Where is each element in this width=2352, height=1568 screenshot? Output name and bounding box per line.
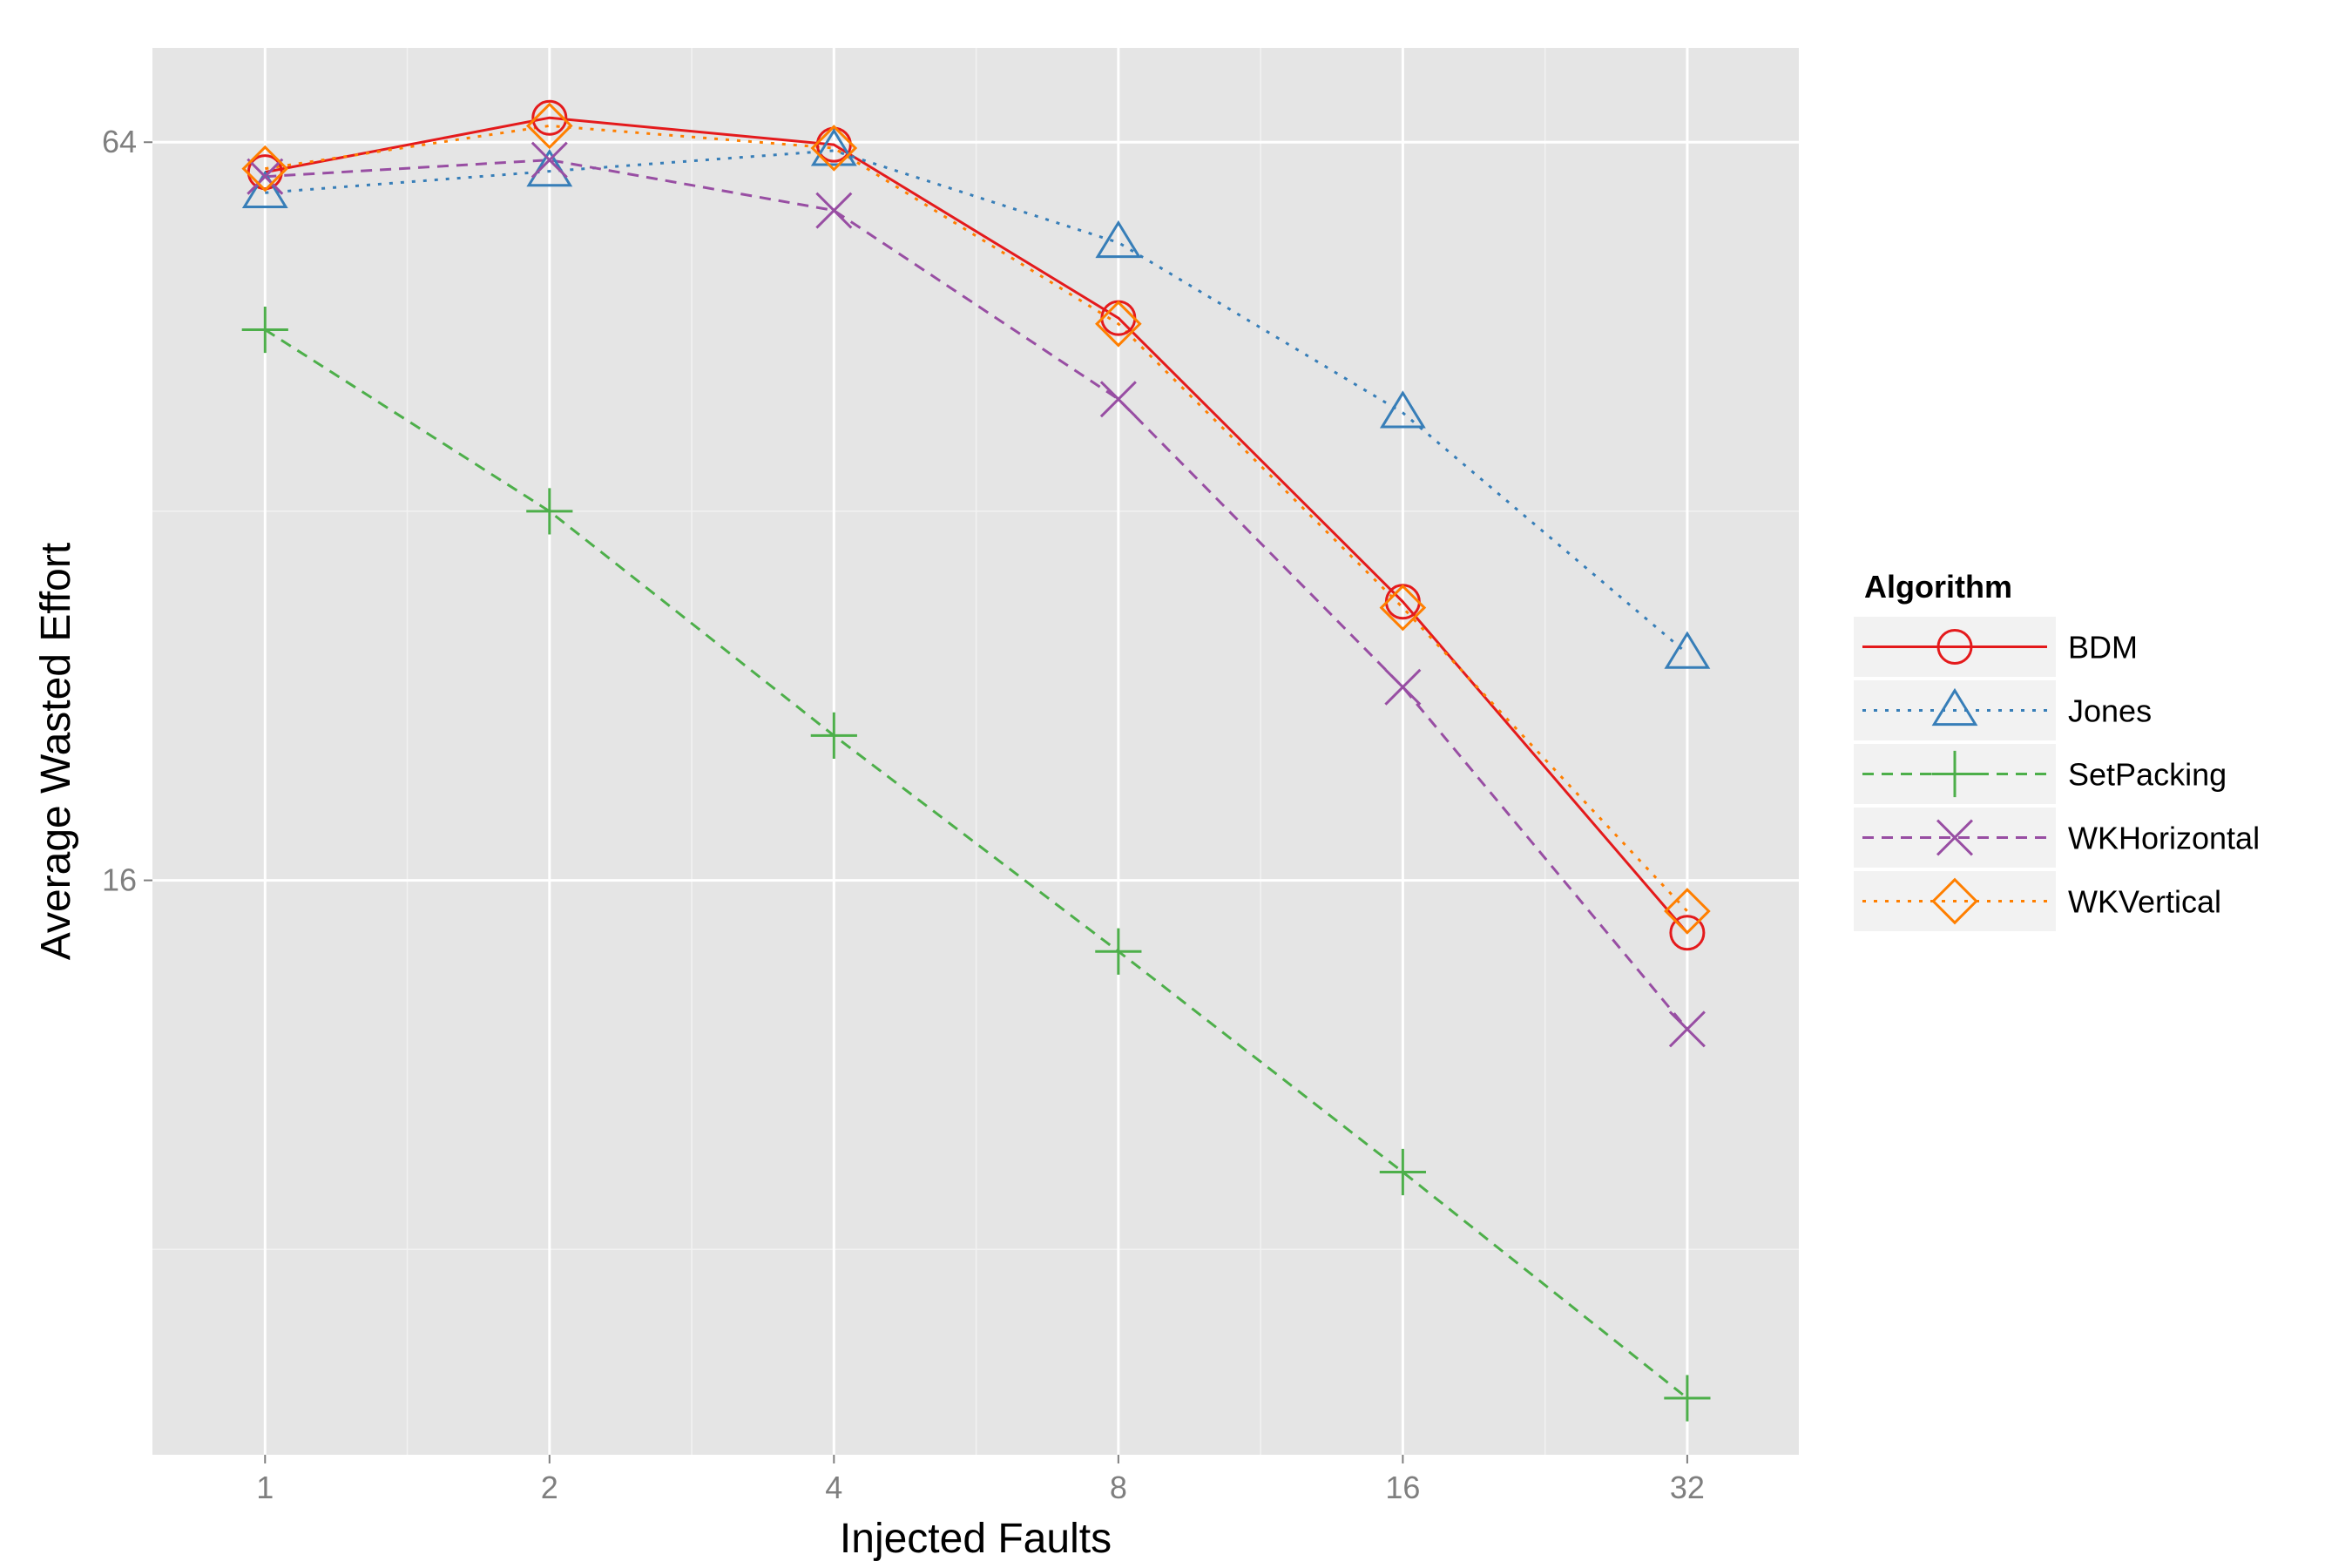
series-points <box>241 99 1711 1422</box>
data-point-jones <box>1664 631 1711 669</box>
data-point-jones <box>1379 390 1426 429</box>
data-point-wkhorizontal <box>247 158 284 195</box>
data-point-jones <box>526 148 573 187</box>
legend: Algorithm BDM Jones SetPacking WKHorizontal… <box>1854 569 2260 931</box>
legend-label: SetPacking <box>2068 757 2227 793</box>
y-tick-label: 64 <box>102 124 137 159</box>
legend-label: WKVertical <box>2068 884 2221 920</box>
data-point-wkvertical <box>1095 300 1142 348</box>
data-point-jones <box>241 170 288 208</box>
data-point-wkhorizontal <box>815 192 853 229</box>
legend-key-marker <box>1931 877 1978 925</box>
data-point-setpacking <box>241 306 288 354</box>
legend-key-marker <box>1936 629 1973 665</box>
minor-gridlines <box>152 48 1799 1455</box>
data-point-bdm <box>1669 915 1706 951</box>
legend-label: WKHorizontal <box>2068 821 2260 856</box>
data-point-wkhorizontal <box>1099 381 1137 418</box>
series-lines <box>264 116 1689 1400</box>
x-tick-label: 2 <box>541 1470 558 1505</box>
series-line-bdm <box>265 116 1689 934</box>
data-point-jones <box>1095 220 1142 259</box>
x-tick-label: 32 <box>1670 1470 1705 1505</box>
x-tick-label: 8 <box>1110 1470 1127 1505</box>
legend-key-marker <box>1931 750 1978 798</box>
data-point-setpacking <box>526 488 573 535</box>
data-point-wkhorizontal <box>531 141 568 179</box>
series-line-wkvertical <box>265 124 1688 913</box>
data-point-wkhorizontal <box>1384 668 1422 706</box>
data-point-setpacking <box>1095 928 1142 975</box>
x-tick-label: 1 <box>256 1470 274 1505</box>
legend-key-marker <box>1931 687 1978 727</box>
data-point-setpacking <box>1379 1148 1426 1196</box>
y-axis-title: Average Wasted Effort <box>33 543 79 960</box>
data-point-wkvertical <box>525 102 573 150</box>
legend-label: BDM <box>2068 630 2138 666</box>
series-line-setpacking <box>264 328 1688 1400</box>
data-point-setpacking <box>1664 1375 1711 1422</box>
x-axis-title: Injected Faults <box>840 1516 1112 1562</box>
legend-label: Jones <box>2068 693 2152 729</box>
data-point-wkhorizontal <box>1668 1010 1706 1048</box>
data-point-wkvertical <box>241 145 289 193</box>
x-tick-label: 4 <box>825 1470 842 1505</box>
x-tick-label: 16 <box>1385 1470 1420 1505</box>
series-line-wkhorizontal <box>265 159 1689 1031</box>
data-point-wkvertical <box>810 125 858 172</box>
y-tick-label: 16 <box>102 862 137 898</box>
data-point-wkvertical <box>1379 584 1427 632</box>
x-axis: 1 2 4 8 16 32 <box>256 1455 1705 1505</box>
legend-key-marker <box>1936 819 1974 856</box>
legend-title: Algorithm <box>1864 569 2012 605</box>
data-point-wkvertical <box>1664 888 1711 935</box>
data-point-bdm <box>531 99 568 136</box>
data-point-setpacking <box>810 712 857 759</box>
data-point-jones <box>810 128 857 166</box>
